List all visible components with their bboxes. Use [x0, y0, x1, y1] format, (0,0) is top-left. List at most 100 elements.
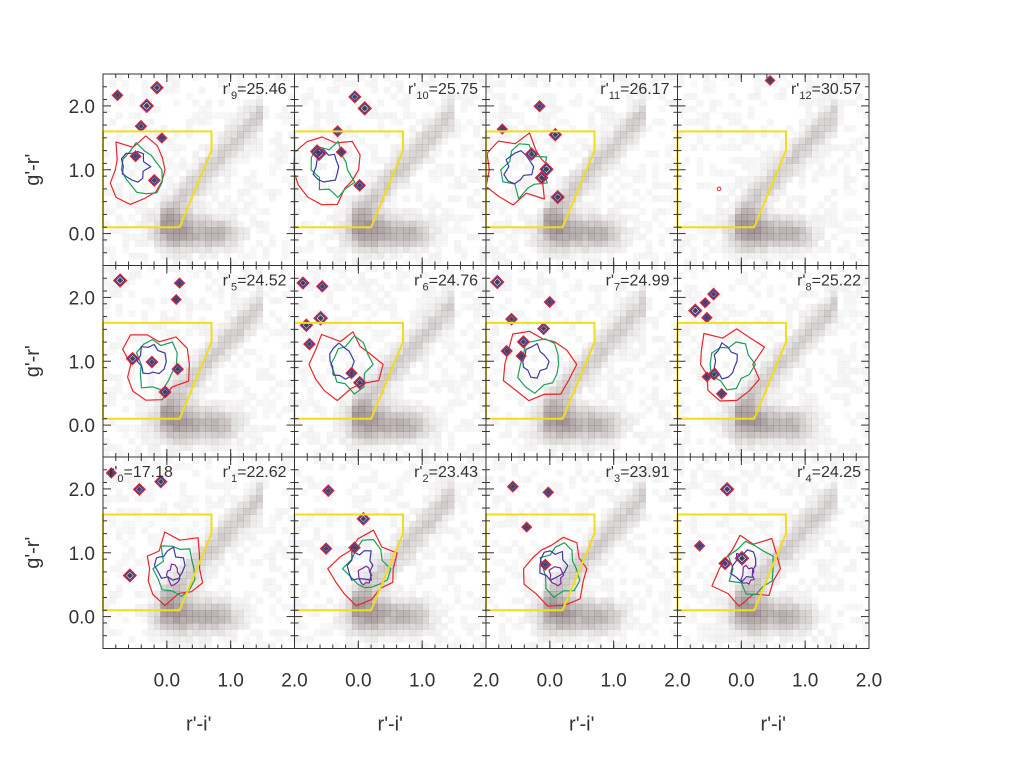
density-cell: [722, 170, 729, 177]
density-cell: [754, 265, 761, 273]
density-cell: [383, 552, 391, 560]
density-cell: [486, 399, 493, 407]
density-cell: [773, 405, 781, 413]
density-cell: [639, 316, 646, 324]
density-cell: [230, 137, 238, 145]
density-cell: [224, 182, 232, 190]
density-cell: [594, 131, 602, 139]
density-cell: [798, 118, 806, 126]
density-cell: [237, 74, 244, 81]
density-cell: [205, 169, 212, 177]
density-cell: [460, 469, 468, 477]
density-cell: [811, 431, 819, 439]
density-cell: [479, 597, 487, 605]
density-cell: [141, 182, 149, 190]
density-cell: [212, 387, 219, 394]
density-cell: [434, 214, 442, 222]
density-cell: [665, 144, 672, 151]
density-cell: [351, 412, 359, 420]
density-cell: [403, 342, 410, 349]
density-cell: [569, 386, 576, 394]
density-cell: [830, 99, 838, 107]
density-cell: [230, 361, 238, 369]
density-cell: [403, 521, 410, 528]
density-cell: [697, 112, 704, 119]
density-cell: [351, 157, 359, 164]
density-cell: [307, 565, 315, 573]
density-cell: [607, 380, 615, 388]
density-cell: [811, 240, 819, 247]
density-cell: [205, 284, 212, 292]
density-cell: [275, 565, 283, 573]
density-cell: [390, 342, 398, 349]
density-cell: [805, 342, 812, 349]
density-cell: [122, 559, 129, 566]
density-cell: [390, 437, 398, 445]
density-cell: [326, 463, 334, 471]
density-cell: [626, 93, 634, 100]
density-cell: [498, 457, 506, 464]
density-cell: [607, 412, 615, 420]
density-cell: [460, 520, 468, 528]
density-cell: [620, 227, 627, 234]
density-cell: [122, 425, 129, 432]
density-cell: [817, 437, 825, 445]
density-cell: [549, 214, 557, 222]
density-cell: [326, 450, 334, 458]
density-cell: [237, 603, 244, 611]
density-cell: [364, 552, 372, 560]
density-cell: [205, 374, 212, 381]
density-cell: [798, 386, 806, 394]
density-cell: [556, 233, 563, 241]
density-cell: [205, 405, 212, 413]
density-cell: [205, 220, 212, 228]
density-cell: [511, 150, 519, 158]
density-cell: [403, 603, 410, 611]
density-cell: [217, 182, 225, 190]
density-cell: [722, 316, 729, 324]
density-cell: [122, 246, 129, 254]
density-cell: [198, 201, 206, 209]
density-cell: [773, 220, 781, 228]
density-cell: [211, 354, 219, 362]
density-cell: [473, 265, 480, 273]
density-cell: [422, 425, 429, 432]
density-cell: [224, 208, 231, 215]
density-cell: [511, 246, 519, 254]
density-cell: [377, 214, 385, 222]
density-cell: [811, 214, 819, 222]
density-cell: [678, 387, 685, 394]
density-cell: [447, 322, 455, 330]
density-cell: [422, 437, 429, 445]
density-cell: [160, 482, 168, 490]
density-cell: [249, 488, 257, 496]
density-cell: [211, 450, 219, 458]
density-cell: [811, 437, 819, 445]
density-cell: [658, 195, 666, 203]
density-cell: [128, 508, 136, 515]
density-cell: [422, 144, 429, 151]
density-cell: [103, 623, 110, 630]
density-cell: [594, 297, 602, 305]
density-cell: [358, 476, 366, 483]
density-cell: [351, 597, 359, 605]
density-cell: [364, 616, 372, 624]
density-cell: [517, 361, 525, 369]
density-cell: [581, 380, 589, 388]
density-cell: [154, 444, 161, 451]
density-cell: [664, 227, 672, 234]
density-cell: [461, 604, 468, 611]
density-cell: [581, 437, 589, 445]
density-cell: [517, 252, 525, 260]
density-cell: [198, 399, 206, 407]
density-cell: [371, 233, 378, 241]
density-cell: [492, 463, 500, 471]
density-cell: [345, 176, 353, 183]
density-cell: [409, 425, 417, 432]
density-cell: [205, 501, 212, 509]
density-cell: [300, 584, 308, 592]
density-cell: [805, 144, 812, 151]
density-cell: [441, 412, 449, 420]
density-cell: [332, 214, 340, 222]
density-cell: [192, 118, 200, 126]
